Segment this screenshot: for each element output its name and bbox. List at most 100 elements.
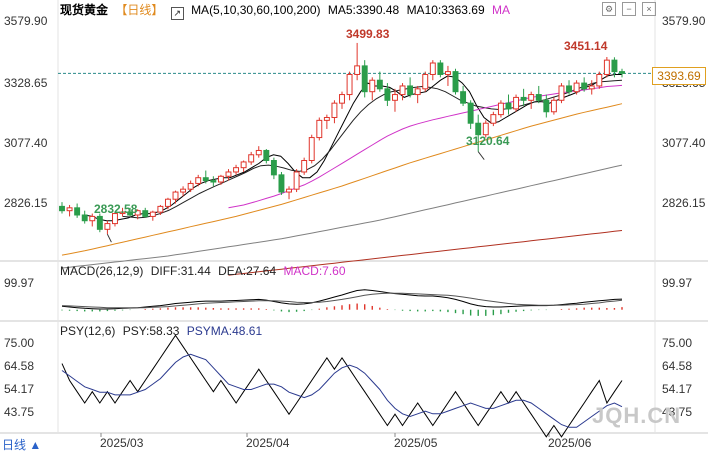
ma-line-ma60 <box>61 103 623 256</box>
psy-header: PSY(12,6) PSY:58.33 PSYMA:48.61 <box>60 324 266 338</box>
date-label: 2025/03 <box>100 436 144 450</box>
ma10-value: MA10:3363.69 <box>406 3 485 17</box>
period-selector[interactable]: 日线 ▲ <box>2 438 42 452</box>
candle-body <box>180 188 187 193</box>
candle-body <box>255 149 262 156</box>
settings-icon[interactable]: ⚙ <box>602 2 616 16</box>
candle-body <box>528 94 535 101</box>
candle-body <box>596 73 603 87</box>
price-axis-label-right: 2826.15 <box>662 196 706 210</box>
low-annotation: 2832.58 <box>94 202 138 216</box>
candle-body <box>195 177 202 184</box>
macd-axis-label-right: 99.97 <box>662 276 693 290</box>
candle-body <box>376 79 383 90</box>
candle-body <box>308 137 315 162</box>
psy-axis-label-right: 75.00 <box>662 336 693 350</box>
candle-body <box>248 154 255 163</box>
candle-body <box>467 102 474 124</box>
candle-body <box>59 205 65 212</box>
candle-body <box>240 161 247 169</box>
ma-line-ma100 <box>61 164 623 269</box>
ma5-value: MA5:3390.48 <box>327 3 400 17</box>
candle-body <box>210 180 217 183</box>
macd-axis-label-left: 99.97 <box>4 276 35 290</box>
date-label: 2025/05 <box>394 436 438 450</box>
candle-body <box>520 96 527 101</box>
candle-body <box>187 182 194 190</box>
candle-body <box>437 62 444 75</box>
psy-axis-label-right: 64.58 <box>662 359 693 373</box>
candle-body <box>316 119 323 139</box>
psy-line <box>61 334 623 438</box>
psy-axis-label-left: 64.58 <box>4 359 35 373</box>
price-axis-label-left: 3579.90 <box>4 14 48 28</box>
candle-body <box>354 65 361 75</box>
macd-dea: DEA:27.64 <box>218 264 277 278</box>
psyma-value: PSYMA:48.61 <box>186 324 263 338</box>
high-annotation: 3451.14 <box>564 39 608 53</box>
candle-body <box>392 94 398 101</box>
macd-dea-line <box>61 292 623 309</box>
candle-body <box>460 91 467 104</box>
date-label: 2025/06 <box>548 436 592 450</box>
candle-body <box>270 160 277 176</box>
psy-axis-label-right: 54.17 <box>662 382 693 396</box>
ma-line-ma200 <box>228 230 623 276</box>
watermark: JQH.CN <box>592 403 682 428</box>
candle-body <box>112 213 118 225</box>
candle-body <box>202 177 209 182</box>
candle-body <box>293 171 300 190</box>
macd-diff: DIFF:31.44 <box>150 264 211 278</box>
annotation-pointer <box>477 151 485 160</box>
psy-axis-label-right: 43.75 <box>662 405 693 419</box>
candle-body <box>323 116 330 121</box>
candle-body <box>619 71 625 74</box>
candle-body <box>149 211 156 217</box>
candle-body <box>414 88 421 96</box>
candle-body <box>225 171 232 177</box>
candle-body <box>543 99 550 113</box>
candle-body <box>407 85 414 96</box>
ma-params: MA(5,10,30,60,100,200) <box>191 3 321 17</box>
psy-value: PSY:58.33 <box>122 324 180 338</box>
low-annotation: 3120.64 <box>466 134 510 148</box>
annotation-pointer <box>106 233 112 243</box>
ma-more: MA <box>491 3 510 17</box>
toolbar-icons: ⚙ − × <box>602 2 656 16</box>
instrument-name: 现货黄金 <box>60 3 109 17</box>
candle-body <box>81 214 88 222</box>
candle-body <box>346 73 353 96</box>
macd-value: MACD:7.60 <box>283 264 346 278</box>
candle-body <box>422 73 429 90</box>
ma-icon[interactable]: ↗ <box>170 7 184 20</box>
candle-body <box>361 65 368 93</box>
candle-body <box>263 149 270 162</box>
candle-body <box>399 85 406 96</box>
period-tag[interactable]: 【日线】 <box>115 3 164 17</box>
candle-body <box>581 82 588 90</box>
price-axis-label-left: 3077.40 <box>4 136 48 150</box>
minimize-icon[interactable]: − <box>622 2 636 16</box>
price-axis-label-right: 3579.90 <box>662 14 706 28</box>
candle-body <box>444 71 451 75</box>
candle-body <box>96 215 103 230</box>
candle-body <box>490 114 497 124</box>
candle-body <box>482 122 489 136</box>
candle-body <box>286 188 292 193</box>
close-icon[interactable]: × <box>642 2 656 16</box>
price-header: 现货黄金 【日线】 ↗ MA(5,10,30,60,100,200) MA5:3… <box>60 3 514 20</box>
candle-body <box>588 85 595 90</box>
candle-body <box>429 62 436 75</box>
macd-params: MACD(26,12,9) <box>60 264 144 278</box>
candle-body <box>452 71 459 93</box>
candle-body <box>550 99 557 113</box>
psy-axis-label-left: 54.17 <box>4 382 35 396</box>
macd-diff-line <box>61 289 623 310</box>
candle-body <box>331 102 338 118</box>
price-axis-label-left: 3328.65 <box>4 76 48 90</box>
psy-params: PSY(12,6) <box>60 324 116 338</box>
psyma-line <box>61 353 623 428</box>
candle-body <box>603 59 610 75</box>
candle-body <box>558 85 565 101</box>
